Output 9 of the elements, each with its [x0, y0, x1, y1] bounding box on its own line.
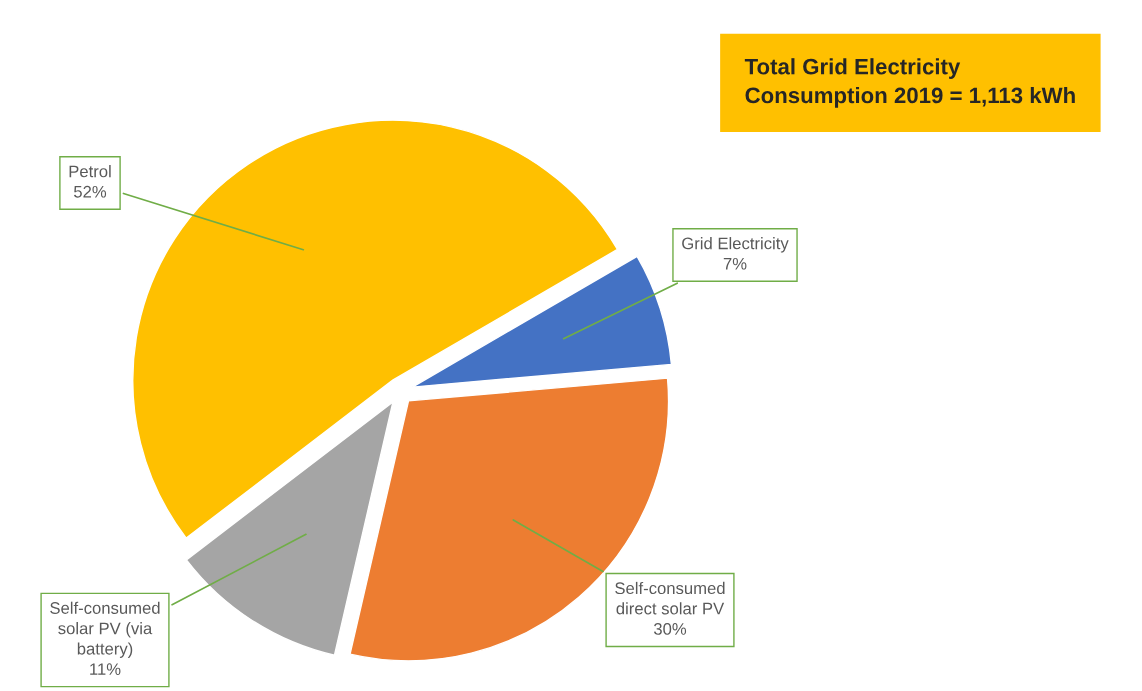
slice-label: Self-consumed direct solar PV	[615, 581, 725, 615]
slice-label: Self-consumed solar PV (via battery)	[50, 601, 160, 658]
text: Total Grid Electricity Consumption 2019 = 1,113 kWh	[744, 58, 1075, 108]
data-label: 11%	[90, 663, 121, 675]
slice-label: Petrol	[69, 165, 111, 178]
data-label: 30%	[653, 623, 687, 635]
data-label: 7%	[723, 257, 747, 270]
data-label: 52%	[73, 185, 107, 198]
slice-label: Grid Electricity	[682, 237, 789, 253]
